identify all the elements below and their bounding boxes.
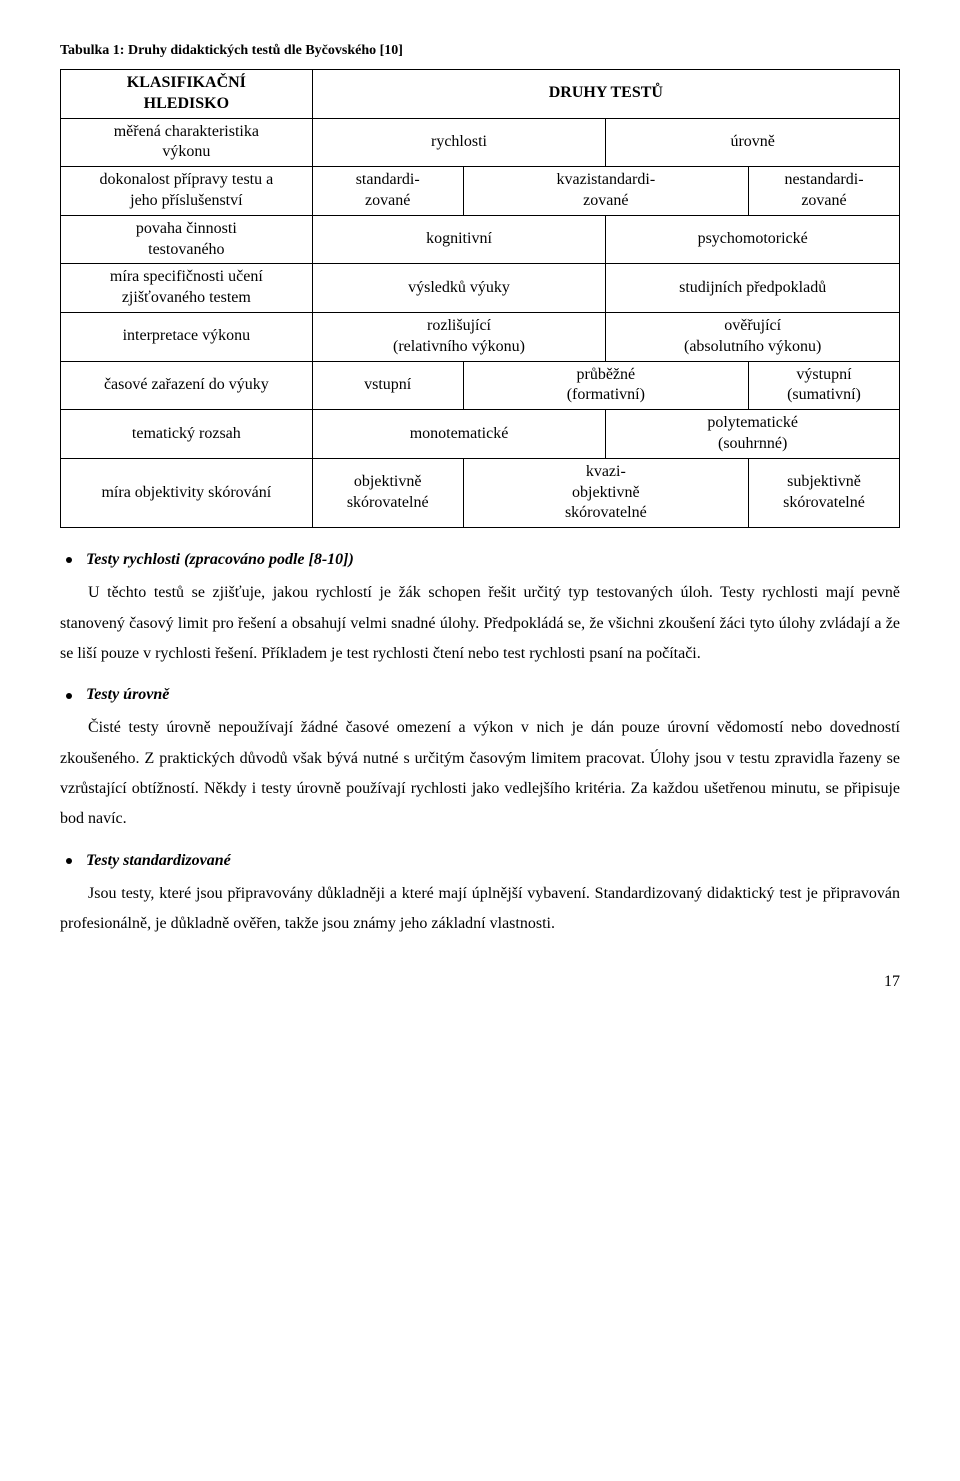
text: skórovatelné (347, 494, 429, 511)
row-label: míra specifičnosti učení zjišťovaného te… (61, 264, 313, 313)
table-row: míra specifičnosti učení zjišťovaného te… (61, 264, 900, 313)
text: zované (583, 192, 628, 209)
text: objektivně (572, 484, 640, 501)
text: testovaného (148, 241, 224, 258)
text: (sumativní) (787, 386, 861, 403)
section-heading: Testy standardizované (88, 849, 900, 873)
text: rozlišující (427, 317, 491, 334)
table-row: časové zařazení do výuky vstupní průběžn… (61, 361, 900, 410)
text: HLEDISKO (144, 95, 229, 112)
row-label: míra objektivity skórování (61, 458, 313, 527)
text: (souhrnné) (718, 435, 787, 452)
text: ověřující (724, 317, 781, 334)
heading-text: Testy úrovně (86, 686, 169, 703)
cell: kvazi- objektivně skórovatelné (463, 458, 748, 527)
page-number: 17 (60, 970, 900, 994)
cell: psychomotorické (606, 215, 900, 264)
text: zjišťovaného testem (122, 289, 251, 306)
section-heading: Testy rychlosti (zpracováno podle [8-10]… (88, 548, 900, 572)
row-label: povaha činnosti testovaného (61, 215, 313, 264)
row-label: dokonalost přípravy testu a jeho přísluš… (61, 167, 313, 216)
text: kvazistandardi- (557, 171, 656, 188)
text: zované (365, 192, 410, 209)
text: objektivně (354, 473, 422, 490)
section-heading: Testy úrovně (88, 683, 900, 707)
cell: standardi- zované (312, 167, 463, 216)
text: skórovatelné (565, 504, 647, 521)
text: polytematické (707, 414, 798, 431)
text: výkonu (162, 143, 210, 160)
bullet-icon (66, 693, 72, 699)
cell: nestandardi- zované (748, 167, 899, 216)
header-left: KLASIFIKAČNÍ HLEDISKO (61, 70, 313, 119)
text: povaha činnosti (136, 220, 237, 237)
text: zované (801, 192, 846, 209)
heading-text: Testy rychlosti (zpracováno podle [8-10]… (86, 551, 354, 568)
text: skórovatelné (783, 494, 865, 511)
text: míra specifičnosti učení (110, 268, 263, 285)
cell: monotematické (312, 410, 606, 459)
cell: úrovně (606, 118, 900, 167)
text: dokonalost přípravy testu a (99, 171, 273, 188)
cell: polytematické (souhrnné) (606, 410, 900, 459)
text: nestandardi- (784, 171, 863, 188)
heading-text: Testy standardizované (86, 852, 231, 869)
text: měřená charakteristika (114, 123, 259, 140)
table-row: míra objektivity skórování objektivně sk… (61, 458, 900, 527)
text: (relativního výkonu) (393, 338, 525, 355)
cell: výsledků výuky (312, 264, 606, 313)
text: (absolutního výkonu) (684, 338, 821, 355)
cell: objektivně skórovatelné (312, 458, 463, 527)
test-types-table: KLASIFIKAČNÍ HLEDISKO DRUHY TESTŮ měřená… (60, 69, 900, 528)
row-label: interpretace výkonu (61, 312, 313, 361)
table-row: KLASIFIKAČNÍ HLEDISKO DRUHY TESTŮ (61, 70, 900, 119)
bullet-icon (66, 557, 72, 563)
cell: rychlosti (312, 118, 606, 167)
cell: subjektivně skórovatelné (748, 458, 899, 527)
text: výstupní (796, 366, 851, 383)
text: KLASIFIKAČNÍ (127, 74, 246, 91)
table-row: interpretace výkonu rozlišující (relativ… (61, 312, 900, 361)
cell: studijních předpokladů (606, 264, 900, 313)
paragraph: Jsou testy, které jsou připravovány důkl… (60, 879, 900, 940)
text: průběžné (577, 366, 636, 383)
paragraph: Čisté testy úrovně nepoužívají žádné čas… (60, 713, 900, 835)
table-row: dokonalost přípravy testu a jeho přísluš… (61, 167, 900, 216)
bullet-icon (66, 858, 72, 864)
text: jeho příslušenství (130, 192, 242, 209)
table-row: měřená charakteristika výkonu rychlosti … (61, 118, 900, 167)
cell: výstupní (sumativní) (748, 361, 899, 410)
cell: vstupní (312, 361, 463, 410)
text: kvazi- (586, 463, 626, 480)
text: (formativní) (567, 386, 645, 403)
cell: průběžné (formativní) (463, 361, 748, 410)
cell: ověřující (absolutního výkonu) (606, 312, 900, 361)
table-row: povaha činnosti testovaného kognitivní p… (61, 215, 900, 264)
cell: kognitivní (312, 215, 606, 264)
paragraph: U těchto testů se zjišťuje, jakou rychlo… (60, 578, 900, 669)
table-row: tematický rozsah monotematické polytemat… (61, 410, 900, 459)
row-label: tematický rozsah (61, 410, 313, 459)
text: subjektivně (787, 473, 861, 490)
table-caption: Tabulka 1: Druhy didaktických testů dle … (60, 40, 900, 61)
header-right: DRUHY TESTŮ (312, 70, 899, 119)
cell: rozlišující (relativního výkonu) (312, 312, 606, 361)
cell: kvazistandardi- zované (463, 167, 748, 216)
text: standardi- (356, 171, 420, 188)
row-label: měřená charakteristika výkonu (61, 118, 313, 167)
row-label: časové zařazení do výuky (61, 361, 313, 410)
